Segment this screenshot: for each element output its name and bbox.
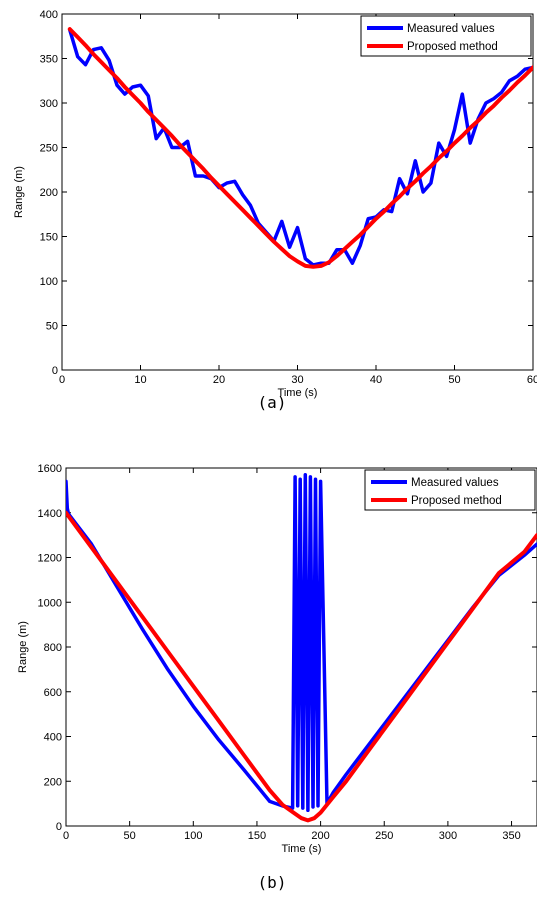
chart-b-y-axis-label: Range (m) [17, 621, 29, 673]
y-tick-label: 400 [44, 732, 62, 744]
x-tick-label: 100 [184, 830, 202, 842]
chart-b-legend: Measured values Proposed method [364, 469, 536, 511]
x-tick-label: 60 [527, 374, 537, 386]
y-tick-label: 50 [46, 321, 58, 333]
y-tick-label: 350 [40, 54, 58, 66]
y-tick-label: 0 [56, 821, 62, 833]
chart-a-caption: (a) [258, 393, 287, 412]
series-line-measured [66, 472, 537, 813]
chart-a-legend-label-measured: Measured values [407, 23, 495, 35]
y-tick-label: 200 [40, 187, 58, 199]
chart-a-series [67, 27, 533, 269]
x-tick-label: 10 [134, 374, 146, 386]
chart-a: 0 10 20 30 40 50 60 0 50 100 150 200 250 300 350 400 Me… [13, 9, 537, 412]
x-tick-label: 350 [502, 830, 520, 842]
chart-a-plot-area [61, 13, 534, 371]
y-tick-label: 250 [40, 143, 58, 155]
chart-b-legend-label-proposed: Proposed method [411, 495, 502, 507]
y-tick-label: 150 [40, 232, 58, 244]
x-tick-label: 30 [291, 374, 303, 386]
chart-a-legend: Measured values Proposed method [360, 15, 532, 57]
y-tick-label: 1000 [38, 597, 62, 609]
chart-b-legend-label-measured: Measured values [411, 477, 499, 489]
x-tick-label: 0 [63, 830, 69, 842]
y-tick-label: 300 [40, 98, 58, 110]
chart-a-legend-box [360, 15, 532, 57]
y-tick-label: 1400 [38, 508, 62, 520]
chart-a-ticks: 0 10 20 30 40 50 60 0 50 100 150 200 250 300 350 400 [40, 9, 537, 386]
chart-b: 0 50 100 150 200 250 300 350 0 200 400 600 800 1000 12… [17, 463, 537, 892]
x-tick-label: 250 [375, 830, 393, 842]
series-line-proposed [66, 510, 537, 823]
chart-b-caption: (b) [258, 873, 287, 892]
y-tick-label: 100 [40, 276, 58, 288]
chart-a-legend-label-proposed: Proposed method [407, 41, 498, 53]
y-tick-label: 1600 [38, 463, 62, 475]
y-tick-label: 400 [40, 9, 58, 21]
x-tick-label: 0 [59, 374, 65, 386]
y-tick-label: 800 [44, 642, 62, 654]
y-tick-label: 1200 [38, 553, 62, 565]
series-line-proposed [67, 27, 533, 269]
x-tick-label: 50 [124, 830, 136, 842]
series-line-measured [68, 28, 533, 267]
chart-b-ticks: 0 50 100 150 200 250 300 350 0 200 400 600 800 1000 12… [38, 463, 537, 842]
chart-a-x-axis-label: Time (s) [278, 387, 318, 399]
y-tick-label: 0 [52, 365, 58, 377]
chart-a-y-axis-label: Range (m) [13, 166, 25, 218]
chart-b-legend-box [364, 469, 536, 511]
x-tick-label: 150 [248, 830, 266, 842]
chart-b-series [66, 472, 537, 823]
chart-b-x-axis-label: Time (s) [282, 843, 322, 855]
y-tick-label: 200 [44, 776, 62, 788]
x-tick-label: 20 [213, 374, 225, 386]
x-tick-label: 200 [311, 830, 329, 842]
x-tick-label: 300 [439, 830, 457, 842]
x-tick-label: 50 [448, 374, 460, 386]
y-tick-label: 600 [44, 687, 62, 699]
x-tick-label: 40 [370, 374, 382, 386]
